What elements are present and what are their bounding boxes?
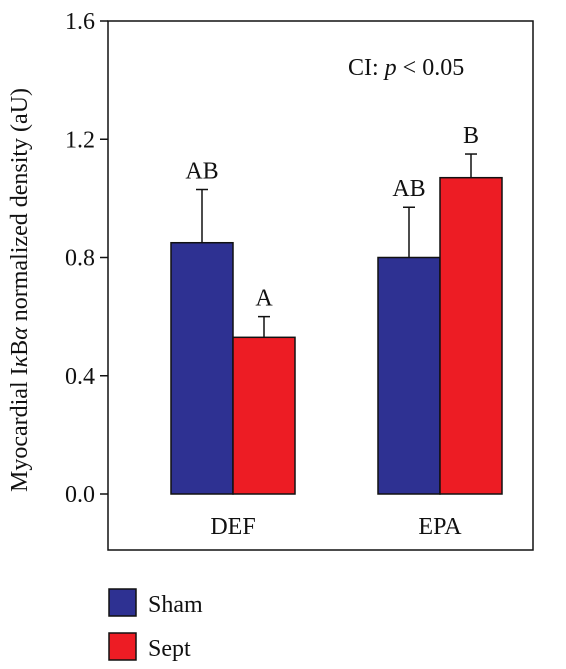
- bar-sham-def: [170, 241, 234, 495]
- bar-sept-epa: [439, 176, 503, 495]
- category-label-epa: EPA: [418, 514, 462, 540]
- error-bars: [196, 153, 477, 338]
- significance-annotation: CI: p < 0.05: [348, 55, 464, 81]
- legend-swatch-sham: [108, 588, 137, 617]
- legend-label-sham: Sham: [148, 592, 203, 618]
- y-tick-label: 0.8: [65, 246, 95, 272]
- y-axis-title-b: B: [7, 340, 33, 356]
- y-tick-label: 0.4: [65, 364, 95, 390]
- y-axis-title-pre: Myocardial I: [7, 367, 33, 492]
- legend-swatch-sept: [108, 632, 137, 661]
- category-labels: DEF EPA: [210, 514, 462, 540]
- bar-sham-epa: [377, 256, 441, 495]
- y-tick-label: 0.0: [65, 482, 95, 508]
- y-axis-title-post: normalized density (aU): [7, 88, 33, 327]
- y-axis-title-kappa: κ: [7, 355, 33, 367]
- y-tick-label: 1.6: [65, 9, 95, 35]
- y-tick-label: 1.2: [65, 127, 95, 153]
- y-axis-title-alpha: α: [7, 327, 33, 340]
- annotation-prefix: CI:: [348, 55, 385, 81]
- legend: Sham Sept: [108, 588, 203, 662]
- category-label-def: DEF: [210, 514, 255, 540]
- y-axis: 0.0 0.4 0.8 1.2 1.6: [65, 9, 108, 508]
- significance-label: AB: [392, 176, 425, 202]
- significance-labels: AB A AB B: [185, 123, 479, 312]
- annotation-suffix: < 0.05: [397, 55, 465, 81]
- significance-label: A: [255, 286, 273, 312]
- bars: [170, 176, 503, 495]
- bar-sept-def: [232, 336, 296, 495]
- significance-label: B: [463, 123, 479, 149]
- y-axis-title: Myocardial IκBα normalized density (aU): [7, 88, 33, 492]
- plot-frame: [107, 20, 534, 551]
- legend-label-sept: Sept: [148, 636, 191, 662]
- annotation-p: p: [383, 55, 397, 81]
- significance-label: AB: [185, 159, 218, 185]
